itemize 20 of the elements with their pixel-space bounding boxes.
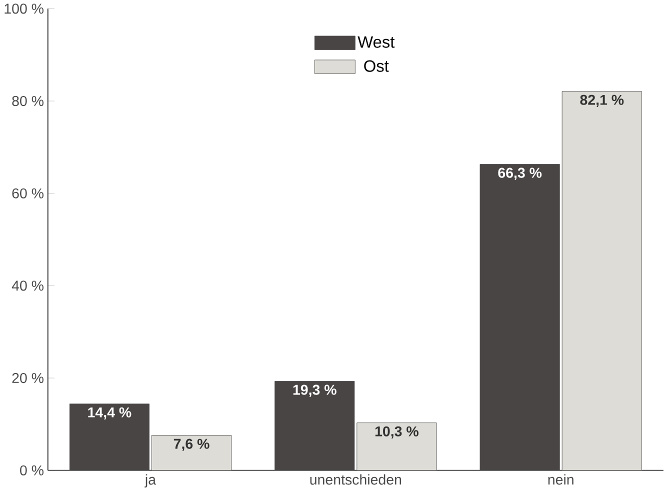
legend-label: Ost [364, 60, 389, 72]
bar [151, 434, 232, 470]
legend-label: West [358, 36, 395, 48]
data-label: 14,4 % [88, 407, 132, 420]
x-tick-label: unentschieden [310, 474, 402, 485]
y-tick-label: 0 % [20, 465, 44, 476]
y-tick-label: 40 % [12, 280, 44, 291]
data-label: 82,1 % [580, 94, 624, 107]
data-label: 10,3 % [375, 426, 418, 438]
bar [356, 422, 437, 470]
bar [562, 91, 642, 470]
data-label: 19,3 % [293, 384, 336, 397]
x-tick-label: nein [548, 474, 574, 485]
y-tick-label: 100 % [4, 4, 44, 14]
data-label: 7,6 % [174, 438, 210, 451]
y-tick-label: 20 % [12, 372, 44, 383]
y-tick-label: 60 % [12, 188, 44, 198]
data-label: 66,3 % [498, 168, 542, 180]
y-tick-label: 80 % [12, 96, 44, 106]
x-tick-label: ja [144, 474, 156, 488]
